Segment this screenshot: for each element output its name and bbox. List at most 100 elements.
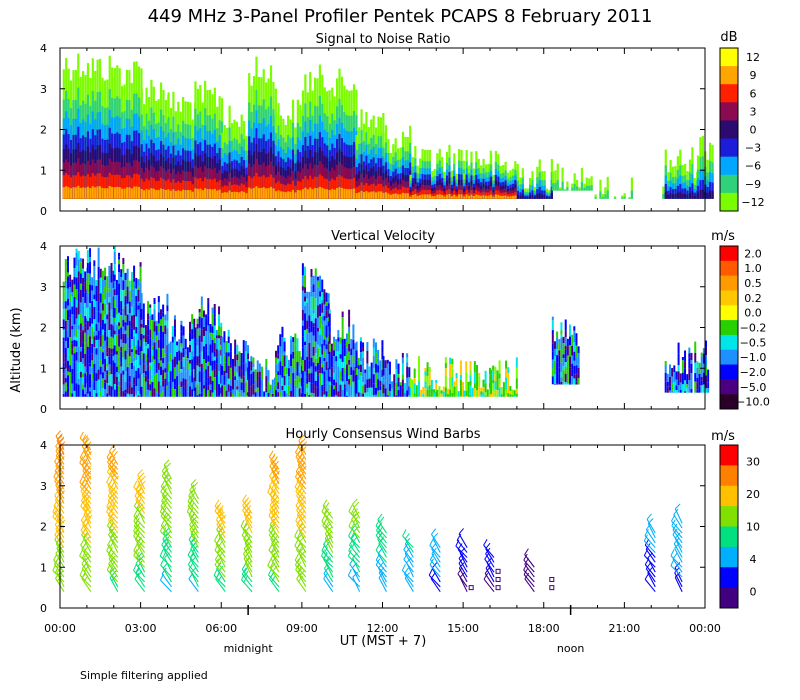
velocity-cell: [325, 317, 328, 326]
velocity-cell: [104, 303, 107, 315]
wind-barb-feather: [108, 546, 113, 554]
snr-cell: [255, 186, 258, 199]
velocity-cell: [490, 394, 492, 397]
velocity-cell: [444, 387, 447, 393]
velocity-cell: [386, 363, 389, 373]
velocity-cell: [196, 389, 199, 396]
velocity-cell: [225, 373, 228, 383]
velocity-cell: [153, 363, 156, 376]
velocity-cell: [164, 349, 167, 354]
snr-cell: [590, 176, 593, 191]
velocity-cell: [73, 381, 76, 391]
velocity-cell: [207, 377, 210, 386]
snr-cell: [382, 192, 385, 199]
snr-cell: [583, 187, 586, 191]
snr-cell: [588, 178, 591, 191]
velocity-cell: [213, 356, 216, 361]
velocity-cell: [333, 385, 336, 390]
velocity-cell: [702, 353, 705, 364]
velocity-cell: [139, 303, 142, 313]
wind-barb: [267, 565, 280, 578]
velocity-cell: [135, 326, 138, 334]
velocity-unit: m/s: [711, 229, 735, 244]
velocity-cell: [308, 360, 311, 369]
velocity-cell: [189, 386, 191, 390]
velocity-cell: [314, 268, 317, 276]
wind-barb: [189, 528, 199, 544]
velocity-cell: [110, 282, 113, 290]
velocity-cell: [137, 305, 140, 310]
velocity-cell: [118, 385, 121, 393]
velocity-cell: [155, 335, 158, 342]
velocity-cell: [573, 374, 576, 379]
velocity-cell: [227, 356, 230, 366]
velocity-cell: [368, 366, 371, 374]
velocity-cell: [312, 292, 315, 297]
velocity-cell: [337, 337, 340, 342]
velocity-cell: [566, 383, 569, 385]
velocity-cell: [167, 362, 170, 372]
velocity-cell: [209, 365, 212, 377]
velocity-cell: [167, 371, 170, 382]
velocity-cell: [677, 365, 680, 372]
snr-cell: [392, 188, 395, 199]
velocity-cell: [198, 342, 201, 354]
velocity-cell: [406, 357, 409, 363]
velocity-cell: [126, 377, 129, 388]
velocity-cell: [120, 273, 123, 278]
wind-barb: [80, 544, 92, 558]
velocity-cell: [494, 366, 497, 375]
velocity-cell: [234, 339, 237, 349]
velocity-cell: [232, 366, 234, 377]
velocity-cell: [566, 355, 569, 362]
velocity-cell: [482, 392, 485, 397]
velocity-cell: [281, 385, 284, 390]
snr-cell: [321, 176, 324, 199]
snr-cell: [514, 195, 517, 199]
velocity-cell: [492, 383, 495, 392]
velocity-cell: [354, 358, 357, 367]
snr-cell: [323, 188, 326, 199]
velocity-cell: [118, 346, 121, 357]
velocity-cell: [298, 388, 301, 397]
wind-barb: [269, 524, 280, 539]
velocity-cell: [290, 354, 293, 367]
velocity-cell: [352, 324, 355, 335]
velocity-cell: [238, 351, 241, 359]
snr-cell: [260, 176, 263, 199]
velocity-cell: [339, 358, 342, 371]
velocity-cell: [69, 274, 72, 282]
velocity-cell: [227, 343, 230, 353]
velocity-cell: [242, 376, 245, 383]
velocity-cell: [108, 375, 111, 386]
velocity-cell: [223, 342, 226, 355]
snr-cell: [691, 183, 694, 199]
velocity-cell: [130, 352, 133, 358]
velocity-cell: [308, 354, 311, 361]
velocity-cell: [381, 340, 384, 346]
velocity-cell: [553, 360, 556, 371]
snr-cell: [397, 189, 400, 199]
velocity-cell: [397, 390, 400, 397]
velocity-cell: [155, 372, 158, 384]
velocity-cell: [115, 324, 118, 336]
velocity-cell: [128, 280, 131, 291]
colorbar-label: 0: [750, 124, 757, 137]
velocity-cell: [292, 337, 295, 343]
velocity-cell: [323, 345, 326, 352]
velocity-cell: [279, 346, 282, 354]
velocity-cell: [562, 354, 565, 359]
wind-barb: [190, 548, 199, 563]
velocity-cell: [556, 371, 559, 384]
velocity-cell: [202, 310, 205, 317]
velocity-cell: [139, 368, 142, 374]
snr-cell: [536, 189, 539, 199]
velocity-cell: [115, 395, 118, 397]
snr-cell: [389, 190, 392, 199]
wind-barb: [80, 519, 92, 534]
wind-barb-feather: [296, 532, 301, 539]
velocity-cell: [184, 379, 187, 389]
snr-cell: [379, 183, 383, 199]
snr-cell: [448, 188, 451, 199]
wind-barb-feather: [240, 519, 245, 527]
